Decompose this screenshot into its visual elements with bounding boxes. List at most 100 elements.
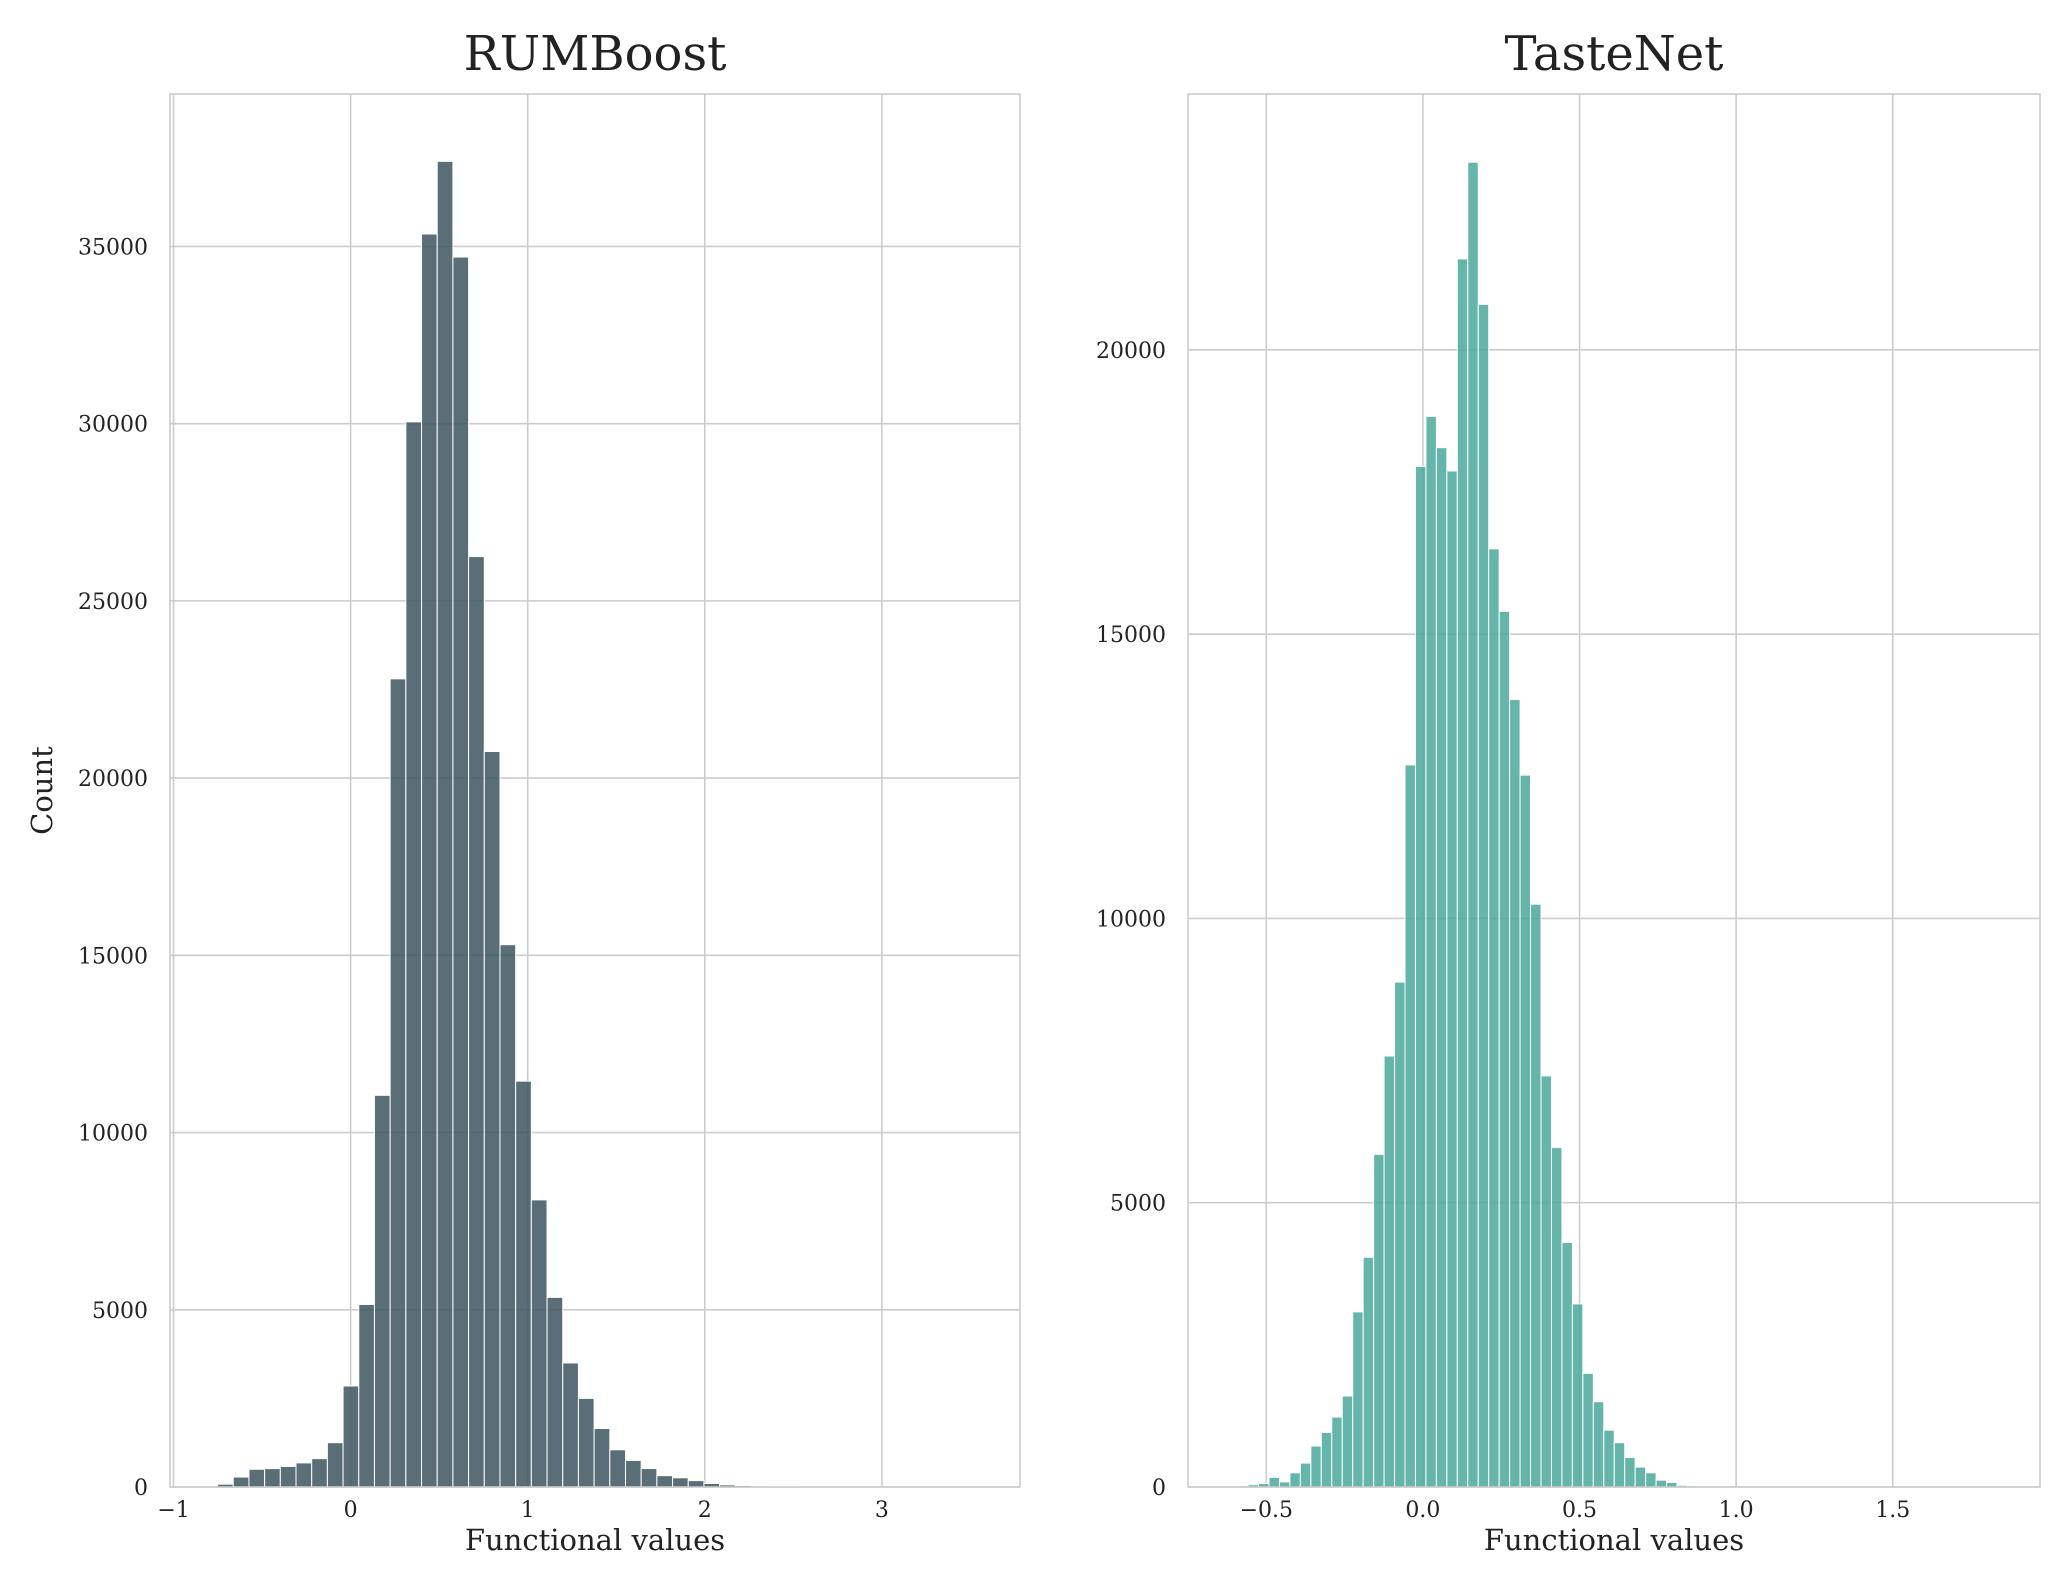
rumboost-bar-18 xyxy=(483,751,501,1488)
tastenet-bar-18 xyxy=(1414,465,1427,1488)
tastenet-bar-34 xyxy=(1582,1372,1594,1488)
rumboost-bar-13 xyxy=(405,421,423,1488)
rumboost-bar-30 xyxy=(672,1477,689,1488)
tastenet-xtick-label-3: 1.0 xyxy=(1719,1498,1754,1523)
tastenet-bar-16 xyxy=(1394,981,1406,1488)
tastenet-axes-frame xyxy=(1187,93,2041,1488)
tastenet-bar-33 xyxy=(1571,1303,1584,1488)
rumboost-xtick-label-3: 2 xyxy=(698,1498,712,1523)
tastenet-bar-13 xyxy=(1362,1256,1375,1488)
rumboost-ylabel: Count xyxy=(25,746,59,835)
rumboost-ytick-label-5: 25000 xyxy=(78,590,148,615)
tastenet-title: TasteNet xyxy=(1505,26,1724,82)
tastenet-bar-14 xyxy=(1373,1153,1385,1488)
rumboost-bar-27 xyxy=(624,1459,642,1488)
rumboost-bar-14 xyxy=(421,233,438,1488)
rumboost-bar-15 xyxy=(436,160,454,1488)
rumboost-bar-6 xyxy=(295,1462,313,1488)
tastenet-bar-32 xyxy=(1561,1242,1573,1488)
rumboost-bar-7 xyxy=(311,1458,328,1488)
tastenet-bar-7 xyxy=(1299,1462,1312,1488)
tastenet-bar-12 xyxy=(1352,1311,1364,1488)
tastenet-bar-25 xyxy=(1488,548,1500,1488)
rumboost-bar-23 xyxy=(562,1362,579,1488)
tastenet-xtick-label-0: −0.5 xyxy=(1240,1498,1293,1523)
tastenet-bar-6 xyxy=(1289,1472,1301,1488)
tastenet-histogram-panel: −0.5 0.0 0.5 1.0 1.5 0 5000 10000 15000 20000 Tast… xyxy=(1096,26,2041,1557)
rumboost-bar-19 xyxy=(499,944,517,1488)
rumboost-xtick-label-1: 0 xyxy=(344,1498,358,1523)
tastenet-bar-11 xyxy=(1341,1395,1354,1488)
tastenet-bar-40 xyxy=(1645,1472,1657,1488)
rumboost-xlabel: Functional values xyxy=(465,1523,725,1557)
rumboost-ytick-label-1: 5000 xyxy=(92,1299,148,1324)
rumboost-ytick-label-3: 15000 xyxy=(78,944,148,969)
tastenet-bar-31 xyxy=(1550,1147,1563,1488)
rumboost-bar-20 xyxy=(515,1080,532,1488)
tastenet-bar-41 xyxy=(1655,1479,1668,1488)
rumboost-bar-22 xyxy=(546,1296,564,1488)
rumboost-bar-4 xyxy=(264,1468,281,1488)
tastenet-bar-8 xyxy=(1310,1445,1322,1488)
rumboost-xtick-label-2: 1 xyxy=(521,1498,535,1523)
tastenet-ytick-label-4: 20000 xyxy=(1096,339,1166,364)
tastenet-bar-38 xyxy=(1624,1456,1636,1488)
rumboost-bar-10 xyxy=(358,1303,375,1488)
rumboost-axes-frame xyxy=(169,93,1021,1488)
tastenet-bar-4 xyxy=(1268,1476,1280,1488)
tastenet-bar-28 xyxy=(1519,774,1532,1488)
rumboost-bar-11 xyxy=(373,1094,391,1488)
tastenet-bar-10 xyxy=(1331,1416,1343,1488)
rumboost-bar-29 xyxy=(656,1475,674,1488)
tastenet-bar-17 xyxy=(1404,764,1416,1488)
rumboost-xtick-label-4: 3 xyxy=(875,1498,889,1523)
rumboost-ytick-label-2: 10000 xyxy=(78,1122,148,1147)
rumboost-bar-24 xyxy=(577,1397,595,1488)
rumboost-bar-5 xyxy=(279,1465,297,1488)
tastenet-xtick-label-1: 0.0 xyxy=(1405,1498,1440,1523)
rumboost-title: RUMBoost xyxy=(464,26,727,82)
rumboost-bar-28 xyxy=(640,1468,658,1488)
tastenet-bar-23 xyxy=(1467,161,1479,1488)
rumboost-bar-9 xyxy=(342,1385,360,1488)
tastenet-bar-22 xyxy=(1456,258,1469,1488)
rumboost-ytick-label-4: 20000 xyxy=(78,767,148,792)
rumboost-bar-21 xyxy=(530,1199,548,1488)
tastenet-bar-20 xyxy=(1435,447,1448,1488)
rumboost-bar-3 xyxy=(248,1468,266,1488)
tastenet-bar-26 xyxy=(1498,610,1511,1488)
tastenet-bar-35 xyxy=(1592,1401,1605,1488)
rumboost-xtick-label-0: −1 xyxy=(157,1498,189,1523)
tastenet-bar-29 xyxy=(1530,903,1542,1488)
rumboost-ytick-label-7: 35000 xyxy=(78,235,148,260)
tastenet-bar-37 xyxy=(1613,1442,1626,1488)
tastenet-ytick-label-0: 0 xyxy=(1152,1476,1166,1501)
rumboost-bar-25 xyxy=(593,1428,611,1488)
rumboost-bar-16 xyxy=(452,256,470,1488)
tastenet-bar-21 xyxy=(1446,470,1458,1488)
rumboost-bar-17 xyxy=(468,556,485,1488)
tastenet-ytick-label-2: 10000 xyxy=(1096,907,1166,932)
rumboost-bar-2 xyxy=(232,1476,250,1488)
tastenet-xtick-label-4: 1.5 xyxy=(1875,1498,1910,1523)
tastenet-ytick-label-1: 5000 xyxy=(1110,1192,1166,1217)
tastenet-xlabel: Functional values xyxy=(1484,1523,1744,1557)
tastenet-bar-30 xyxy=(1540,1075,1552,1488)
rumboost-histogram-panel: −1 0 1 2 3 0 5000 10000 15000 20000 25000 30000 3500… xyxy=(25,26,1021,1557)
rumboost-bar-8 xyxy=(326,1442,344,1488)
rumboost-ytick-label-0: 0 xyxy=(134,1476,148,1501)
tastenet-bar-24 xyxy=(1477,303,1490,1488)
rumboost-bar-12 xyxy=(389,678,407,1488)
tastenet-ytick-label-3: 15000 xyxy=(1096,623,1166,648)
tastenet-bar-15 xyxy=(1383,1055,1396,1488)
tastenet-bar-9 xyxy=(1320,1431,1333,1488)
tastenet-bar-36 xyxy=(1603,1429,1615,1488)
tastenet-bar-39 xyxy=(1634,1466,1647,1488)
rumboost-bar-31 xyxy=(687,1480,705,1488)
tastenet-xtick-label-2: 0.5 xyxy=(1562,1498,1597,1523)
tastenet-bar-19 xyxy=(1425,415,1437,1488)
tastenet-bar-27 xyxy=(1509,699,1521,1488)
rumboost-bar-26 xyxy=(609,1449,626,1488)
rumboost-ytick-label-6: 30000 xyxy=(78,413,148,438)
